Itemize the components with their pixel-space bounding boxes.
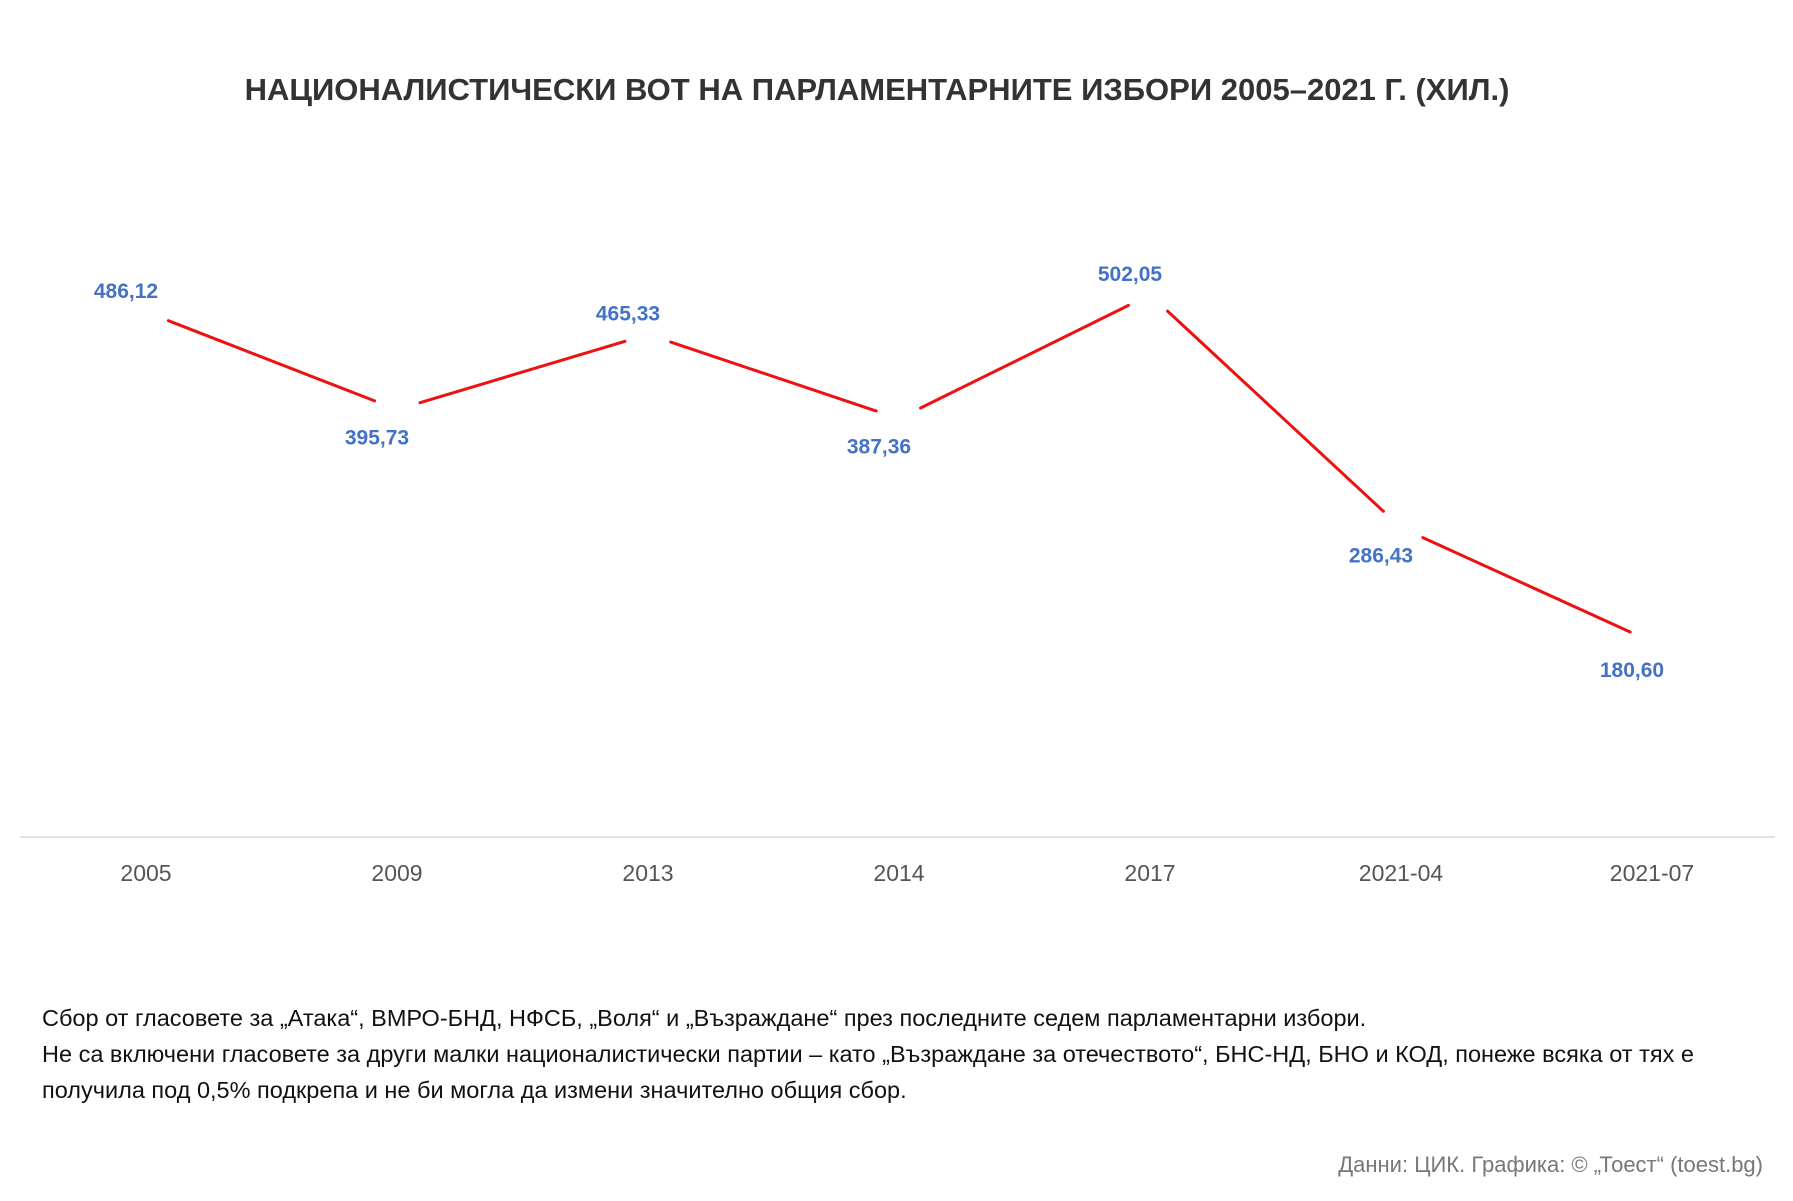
- chart-note: Сбор от гласовете за „Атака“, ВМРО-БНД, …: [42, 1000, 1762, 1108]
- source-credit: Данни: ЦИК. Графика: © „Тоест“ (toest.bg…: [1338, 1152, 1763, 1177]
- line-segment: [1166, 309, 1385, 513]
- x-tick-label: 2009: [371, 860, 422, 886]
- note-line-1: Сбор от гласовете за „Атака“, ВМРО-БНД, …: [42, 1005, 1367, 1031]
- data-label: 502,05: [1098, 263, 1163, 286]
- data-labels: 486,12 395,73 465,33 387,36 502,05 286,43 180,…: [94, 263, 1664, 682]
- data-label: 286,43: [1349, 545, 1413, 568]
- data-label: 465,33: [596, 302, 660, 325]
- data-label: 180,60: [1600, 659, 1664, 682]
- x-tick-label: 2005: [120, 860, 171, 886]
- note-line-2: Не са включени гласовете за други малки …: [42, 1041, 1694, 1103]
- x-tick-label: 2014: [873, 860, 924, 886]
- x-tick-label: 2013: [622, 860, 673, 886]
- line-segment: [418, 339, 627, 405]
- line-segment: [1421, 536, 1632, 634]
- chart-title: НАЦИОНАЛИСТИЧЕСКИ ВОТ НА ПАРЛАМЕНТАРНИТЕ…: [245, 72, 1510, 107]
- x-tick-label: 2021-07: [1610, 860, 1694, 886]
- line-segment: [166, 319, 377, 403]
- data-label: 387,36: [847, 436, 911, 459]
- series-line: [166, 303, 1632, 634]
- line-segment: [919, 303, 1130, 410]
- data-label: 395,73: [345, 427, 409, 450]
- x-tick-labels: 2005 2009 2013 2014 2017 2021-04 2021-07: [120, 860, 1694, 886]
- data-label: 486,12: [94, 280, 158, 303]
- line-segment: [669, 340, 878, 413]
- x-tick-label: 2021-04: [1359, 860, 1444, 886]
- x-tick-label: 2017: [1124, 860, 1175, 886]
